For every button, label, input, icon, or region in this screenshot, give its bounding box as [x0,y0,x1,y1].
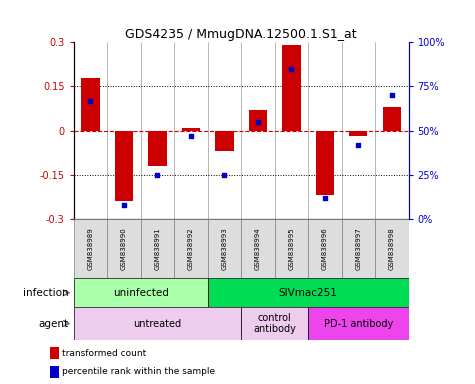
Point [120,202,128,208]
Text: infection: infection [23,288,69,298]
Bar [50,366,59,379]
Bar [141,219,174,278]
Bar [349,131,368,136]
Bar [275,219,308,278]
Point [321,195,329,201]
Bar [74,278,208,307]
Text: GSM838990: GSM838990 [121,227,127,270]
Bar [208,278,408,307]
Text: control
antibody: control antibody [253,313,296,334]
Text: GSM838996: GSM838996 [322,227,328,270]
Text: transformed count: transformed count [62,349,147,358]
Point [354,142,362,148]
Text: GSM838989: GSM838989 [87,227,94,270]
Text: GSM838998: GSM838998 [389,227,395,270]
Text: GSM838992: GSM838992 [188,227,194,270]
Text: GSM838994: GSM838994 [255,227,261,270]
Bar [81,78,100,131]
Text: GSM838995: GSM838995 [288,227,294,270]
Point [254,119,262,125]
Point [388,92,396,98]
Bar [282,45,301,131]
Bar [241,307,308,340]
Point [187,133,195,139]
Bar [74,219,107,278]
Bar [315,131,334,195]
Text: uninfected: uninfected [113,288,169,298]
Bar [208,219,241,278]
Bar [181,127,200,131]
Bar [308,219,342,278]
Bar [215,131,234,151]
Bar [107,219,141,278]
Bar [248,110,267,131]
Text: GSM838997: GSM838997 [355,227,361,270]
Text: agent: agent [39,318,69,329]
Text: SIVmac251: SIVmac251 [279,288,337,298]
Title: GDS4235 / MmugDNA.12500.1.S1_at: GDS4235 / MmugDNA.12500.1.S1_at [125,28,357,41]
Point [220,172,228,178]
Point [153,172,161,178]
Text: untreated: untreated [133,318,181,329]
Bar [375,219,408,278]
Bar [308,307,408,340]
Text: PD-1 antibody: PD-1 antibody [323,318,393,329]
Bar [148,131,167,166]
Bar [342,219,375,278]
Text: percentile rank within the sample: percentile rank within the sample [62,367,216,376]
Point [86,98,94,104]
Bar [174,219,208,278]
Bar [382,107,401,131]
Bar [114,131,133,201]
Text: GSM838991: GSM838991 [154,227,161,270]
Bar [241,219,275,278]
Point [287,66,295,72]
Bar [74,307,241,340]
Bar [50,347,59,359]
Text: GSM838993: GSM838993 [221,227,228,270]
